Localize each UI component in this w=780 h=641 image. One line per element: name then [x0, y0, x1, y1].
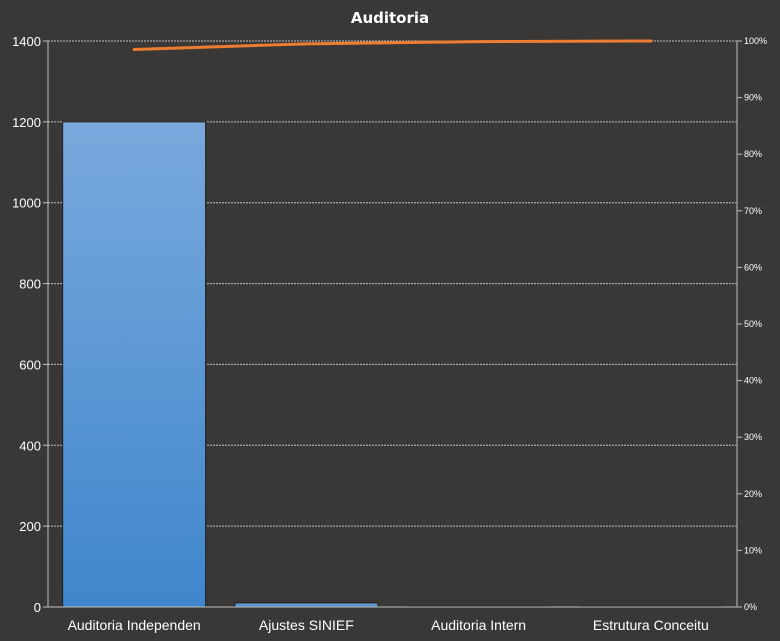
y2-tick-label: 80% — [744, 149, 762, 159]
y-tick-label: 800 — [19, 277, 41, 292]
chart-title: Auditoria — [351, 9, 429, 27]
bar — [62, 121, 207, 608]
y2-tick-label: 40% — [744, 376, 762, 386]
y2-tick-label: 0% — [744, 602, 757, 612]
y-tick-label: 1000 — [12, 196, 41, 211]
x-category-label: Auditoria Intern — [431, 617, 526, 633]
y2-tick-label: 70% — [744, 206, 762, 216]
y-tick-label: 1200 — [12, 115, 41, 130]
bar-series — [62, 121, 723, 608]
y-tick-label: 0 — [34, 600, 41, 615]
x-category-label: Auditoria Independen — [68, 617, 201, 633]
y2-tick-label: 10% — [744, 545, 762, 555]
y-axis-right: 0% 10% 20% 30% 40% 50% 60% 70% 80% 90% 100% — [736, 36, 767, 612]
cumulative-line — [132, 39, 653, 51]
y2-tick-label: 60% — [744, 262, 762, 272]
y2-tick-label: 20% — [744, 489, 762, 499]
y2-tick-label: 90% — [744, 93, 762, 103]
x-axis: Auditoria Independen Ajustes SINIEF Audito… — [48, 606, 737, 633]
y-tick-label: 1400 — [12, 34, 41, 49]
cumulative-line-series — [132, 39, 653, 51]
y-tick-label: 400 — [19, 438, 41, 453]
y-tick-label: 200 — [19, 519, 41, 534]
y2-tick-label: 50% — [744, 319, 762, 329]
y2-tick-label: 100% — [744, 36, 767, 46]
y-axis-left: 0 200 400 600 800 1000 1200 1400 — [12, 34, 49, 615]
x-category-label: Estrutura Conceitu — [593, 617, 709, 633]
y2-tick-label: 30% — [744, 432, 762, 442]
bar — [234, 602, 379, 608]
y-tick-label: 600 — [19, 357, 41, 372]
x-category-label: Ajustes SINIEF — [259, 617, 354, 633]
